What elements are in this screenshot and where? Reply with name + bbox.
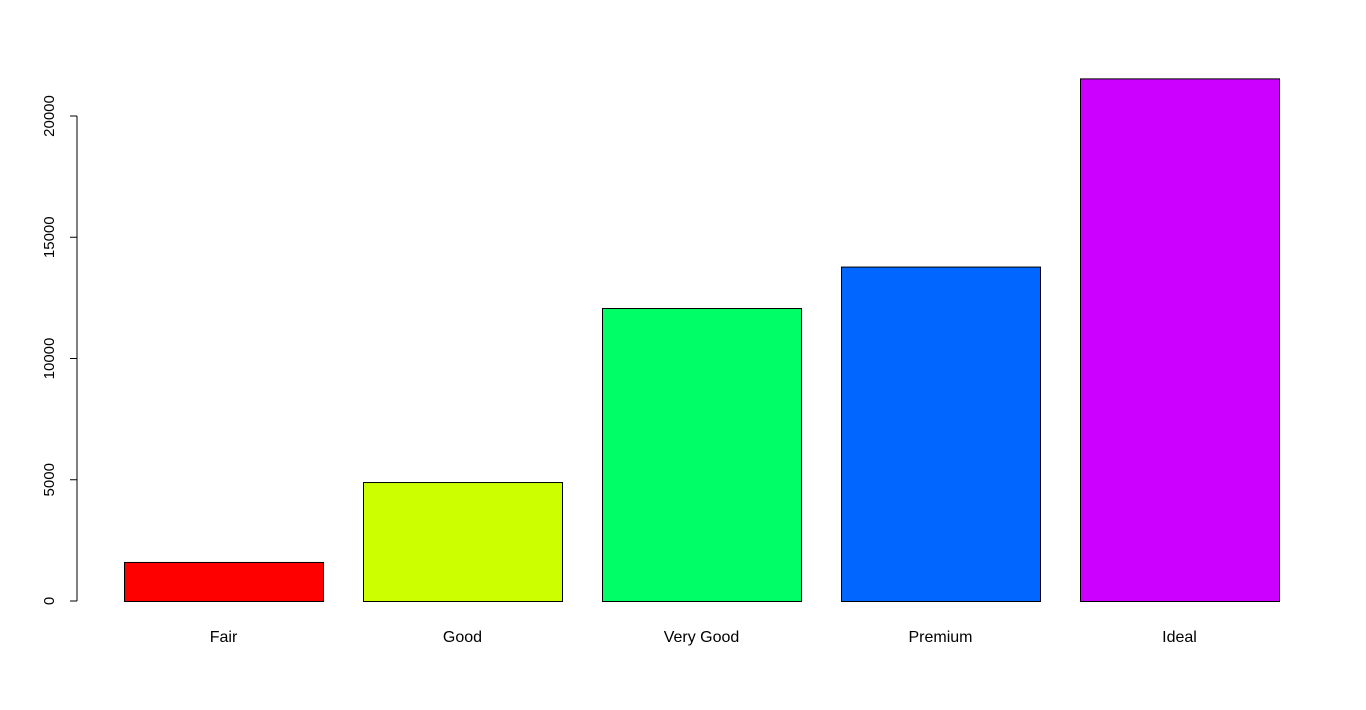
- x-category-label: Premium: [908, 629, 972, 646]
- x-category-label: Fair: [210, 629, 238, 646]
- bars-group: [124, 78, 1280, 603]
- y-tick-label: 0: [41, 597, 58, 605]
- y-axis: 0 5000 10000 15000 20000: [41, 95, 78, 605]
- x-category-label: Very Good: [664, 629, 740, 646]
- bar-premium: [841, 266, 1041, 602]
- bar-good: [363, 482, 563, 603]
- x-category-label: Good: [443, 629, 482, 646]
- y-tick-label: 20000: [41, 95, 58, 137]
- y-tick-label: 15000: [41, 216, 58, 258]
- x-axis-labels: Fair Good Very Good Premium Ideal: [210, 629, 1197, 646]
- y-tick-label: 10000: [41, 338, 58, 380]
- x-category-label: Ideal: [1162, 629, 1197, 646]
- bar-very-good: [602, 308, 802, 602]
- bar-fair: [124, 561, 324, 603]
- bar-ideal: [1080, 78, 1280, 603]
- y-tick-label: 5000: [41, 463, 58, 496]
